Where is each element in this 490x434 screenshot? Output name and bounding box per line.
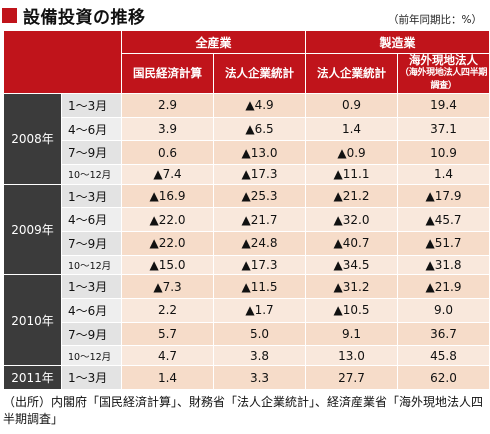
- year-cell: 2008年: [3, 93, 62, 185]
- table-row: 4～6月 2.2 ▲1.7 ▲10.5 9.0: [4, 298, 490, 323]
- year-cell: 2009年: [3, 183, 62, 276]
- value-cell: ▲51.7: [397, 231, 490, 256]
- period-cell: 10～12月: [61, 345, 122, 367]
- value-cell: 3.3: [212, 365, 307, 390]
- header-overseas-sub: （海外現地法人四半期調査）: [400, 68, 488, 91]
- value-cell: ▲40.7: [305, 231, 399, 256]
- value-cell: ▲31.2: [305, 274, 399, 300]
- value-cell: 36.7: [397, 321, 490, 347]
- period-cell: 4～6月: [61, 116, 122, 142]
- value-cell: 62.0: [397, 365, 490, 390]
- table-row: 7～9月 0.6 ▲13.0 ▲0.9 10.9: [4, 140, 490, 166]
- value-cell: 3.8: [212, 345, 307, 367]
- header-national-accounts: 国民経済計算: [121, 53, 214, 94]
- value-cell: ▲22.0: [121, 207, 214, 233]
- value-cell: 2.2: [121, 298, 214, 323]
- header-corporate-stats-mfg: 法人企業統計: [305, 53, 399, 94]
- value-cell: ▲22.0: [121, 231, 214, 256]
- period-cell: 1～3月: [61, 365, 122, 390]
- source-note: （出所）内閣府「国民経済計算」、財務省「法人企業統計」、経済産業省「海外現地法人…: [3, 395, 484, 426]
- period-cell: 4～6月: [61, 298, 122, 323]
- value-cell: 0.6: [121, 140, 214, 166]
- value-cell: 5.0: [212, 321, 307, 347]
- value-cell: ▲17.3: [212, 254, 307, 276]
- value-cell: ▲10.5: [305, 298, 399, 323]
- table-row: 2010年 1～3月 ▲7.3 ▲11.5 ▲31.2 ▲21.9: [3, 274, 490, 367]
- value-cell: 5.7: [121, 321, 214, 347]
- value-cell: ▲21.2: [305, 183, 399, 209]
- table-row: 10～12月 ▲15.0 ▲17.3 ▲34.5 ▲31.8: [4, 254, 490, 276]
- period-cell: 7～9月: [61, 231, 122, 256]
- value-cell: ▲32.0: [305, 207, 399, 233]
- value-cell: ▲7.3: [121, 274, 214, 300]
- table-body: 2008年 1～3月 2.9 ▲4.9 0.9 19.4 4～6月 3.9 ▲6.5 1.4 37.…: [3, 93, 490, 390]
- value-cell: ▲17.3: [212, 164, 307, 185]
- value-cell: 4.7: [121, 345, 214, 367]
- value-cell: ▲4.9: [212, 93, 307, 118]
- table-row: 7～9月 ▲22.0 ▲24.8 ▲40.7 ▲51.7: [4, 231, 490, 256]
- header-corporate-stats-all: 法人企業統計: [212, 53, 307, 94]
- period-cell: 1～3月: [61, 183, 122, 209]
- period-cell: 10～12月: [61, 164, 122, 185]
- value-cell: 9.0: [397, 298, 490, 323]
- value-cell: 9.1: [305, 321, 399, 347]
- value-cell: 0.9: [305, 93, 399, 118]
- table-row: 10～12月 4.7 3.8 13.0 45.8: [4, 345, 490, 367]
- value-cell: ▲21.7: [212, 207, 307, 233]
- page-title: 設備投資の推移: [23, 7, 146, 28]
- period-cell: 7～9月: [61, 321, 122, 347]
- value-cell: ▲7.4: [121, 164, 214, 185]
- value-cell: 1.4: [397, 164, 490, 185]
- period-cell: 10～12月: [61, 254, 122, 276]
- value-cell: ▲11.1: [305, 164, 399, 185]
- value-cell: 1.4: [305, 116, 399, 142]
- value-cell: 10.9: [397, 140, 490, 166]
- value-cell: 1.4: [121, 365, 214, 390]
- table-row: 4～6月 ▲22.0 ▲21.7 ▲32.0 ▲45.7: [4, 207, 490, 233]
- value-cell: ▲11.5: [212, 274, 307, 300]
- period-cell: 1～3月: [61, 93, 122, 118]
- header-overseas-affiliates: 海外現地法人 （海外現地法人四半期調査）: [397, 53, 490, 94]
- value-cell: ▲25.3: [212, 183, 307, 209]
- value-cell: ▲24.8: [212, 231, 307, 256]
- header-manufacturing: 製造業: [305, 30, 490, 54]
- value-cell: ▲16.9: [121, 183, 214, 209]
- value-cell: 37.1: [397, 116, 490, 142]
- year-cell: 2010年: [3, 274, 62, 367]
- value-cell: 3.9: [121, 116, 214, 142]
- value-cell: ▲45.7: [397, 207, 490, 233]
- unit-note: （前年同期比：%）: [388, 14, 482, 26]
- value-cell: ▲6.5: [212, 116, 307, 142]
- value-cell: 27.7: [305, 365, 399, 390]
- value-cell: ▲13.0: [212, 140, 307, 166]
- value-cell: ▲34.5: [305, 254, 399, 276]
- value-cell: ▲31.8: [397, 254, 490, 276]
- value-cell: 45.8: [397, 345, 490, 367]
- period-cell: 7～9月: [61, 140, 122, 166]
- title-marker: [2, 7, 17, 23]
- period-cell: 4～6月: [61, 207, 122, 233]
- capex-table: 全産業 製造業 国民経済計算 法人企業統計 法人企業統計 海外現地法人 （海外現…: [3, 30, 490, 390]
- period-cell: 1～3月: [61, 274, 122, 300]
- table-row: 2011年 1～3月 1.4 3.3 27.7 62.0: [3, 365, 490, 390]
- value-cell: ▲15.0: [121, 254, 214, 276]
- table-row: 2008年 1～3月 2.9 ▲4.9 0.9 19.4: [3, 93, 490, 185]
- value-cell: ▲1.7: [212, 298, 307, 323]
- header-all-industries: 全産業: [120, 30, 307, 54]
- value-cell: 2.9: [121, 93, 214, 118]
- value-cell: 19.4: [397, 93, 490, 118]
- table-row: 4～6月 3.9 ▲6.5 1.4 37.1: [4, 116, 490, 142]
- value-cell: ▲21.9: [397, 274, 490, 300]
- year-cell: 2011年: [3, 365, 62, 390]
- table-row: 7～9月 5.7 5.0 9.1 36.7: [4, 321, 490, 347]
- table-row: 2009年 1～3月 ▲16.9 ▲25.3 ▲21.2 ▲17.9: [3, 183, 490, 276]
- value-cell: ▲17.9: [397, 183, 490, 209]
- table-row: 10～12月 ▲7.4 ▲17.3 ▲11.1 1.4: [4, 164, 490, 185]
- header-corner: [3, 30, 122, 94]
- header-overseas-main: 海外現地法人: [409, 53, 479, 67]
- value-cell: 13.0: [305, 345, 399, 367]
- value-cell: ▲0.9: [305, 140, 399, 166]
- title-bar: 設備投資の推移: [2, 4, 146, 28]
